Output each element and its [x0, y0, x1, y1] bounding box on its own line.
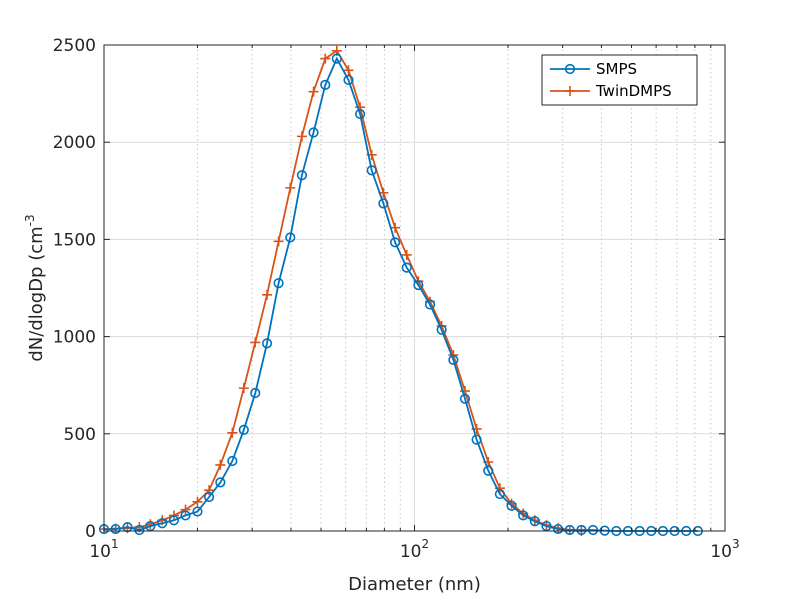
twindmps-point [227, 427, 238, 438]
smps-point [564, 63, 576, 75]
smps-point [436, 324, 447, 335]
smps-point [238, 424, 249, 436]
x-axis-label: Diameter (nm) [348, 574, 481, 595]
twindmps-point [401, 249, 412, 260]
twindmps-point [204, 485, 215, 496]
smps-point [308, 127, 319, 138]
x-axis-title: Diameter (nm) [348, 574, 481, 595]
twindmps-point [192, 496, 203, 507]
smps-point [285, 232, 296, 243]
twindmps-point [238, 383, 249, 394]
smps-point [261, 338, 273, 349]
smps-point [215, 477, 226, 488]
smps-point [168, 515, 180, 526]
y-tick-label: 2500 [53, 36, 96, 56]
smps-point [401, 262, 412, 273]
smps-point [273, 278, 284, 289]
twindmps-point [215, 459, 226, 470]
y-axis-label-superscript: -3 [23, 214, 37, 226]
smps-point [483, 465, 494, 476]
smps-point [157, 518, 168, 529]
x-tick-label: 103 [710, 537, 739, 562]
smps-point [413, 279, 424, 291]
x-tick-label: 101 [89, 537, 118, 562]
smps-point [448, 354, 459, 366]
smps-point [366, 165, 377, 176]
smps-point [494, 488, 506, 500]
twindmps-point [343, 65, 354, 76]
smps-point [518, 510, 529, 521]
y-tick-label: 500 [64, 425, 96, 445]
twindmps-point [308, 86, 319, 97]
twindmps-point [262, 289, 273, 300]
smps-point [506, 500, 517, 511]
legend: SMPS TwinDMPS [541, 54, 698, 106]
twindmps-point [296, 131, 307, 142]
twindmps-point [320, 53, 331, 64]
smps-point [192, 506, 203, 517]
smps-point [145, 521, 156, 532]
twindmps-point [355, 102, 366, 113]
y-axis-label: dN/dlogDp (cm-3 [23, 214, 47, 361]
y-tick-label: 1000 [53, 328, 96, 348]
smps-point [378, 198, 389, 209]
smps-point [587, 524, 599, 536]
y-axis-label-main: dN/dlogDp (cm [26, 226, 47, 361]
plot-series [98, 45, 703, 537]
twindmps-point [565, 86, 575, 96]
smps-point [180, 510, 191, 521]
smps-point [296, 170, 308, 181]
smps-point [541, 521, 552, 532]
smps-point [576, 524, 587, 536]
twindmps-line [103, 49, 582, 532]
twindmps-point [250, 337, 261, 348]
smps-point [459, 393, 471, 404]
twindmps-series [99, 45, 587, 536]
smps-point [424, 299, 436, 310]
smps-point [110, 523, 121, 535]
smps-point [331, 53, 342, 64]
smps-point [564, 524, 575, 536]
smps-point [227, 455, 238, 467]
axis-ticks: 0 500 1000 1500 2000 2500 101 102 103 [53, 36, 740, 562]
legend-twindmps-label: TwinDMPS [595, 82, 672, 100]
smps-point [471, 434, 482, 445]
twindmps-point [180, 504, 191, 515]
legend-smps-label: SMPS [596, 60, 637, 78]
smps-point [529, 516, 540, 527]
twindmps-point [390, 222, 401, 233]
smps-point [354, 108, 366, 120]
smps-point [343, 74, 354, 86]
y-tick-label: 0 [85, 522, 96, 542]
smps-series [98, 53, 703, 537]
y-tick-label: 2000 [53, 133, 96, 153]
smps-point [250, 387, 261, 399]
smps-line [104, 56, 698, 532]
smps-point [389, 237, 401, 248]
twindmps-point [273, 236, 284, 247]
legend-box [541, 54, 698, 106]
smps-point [134, 524, 145, 536]
x-tick-label: 102 [400, 537, 429, 562]
smps-point [203, 491, 215, 503]
smps-point [320, 79, 331, 90]
y-tick-label: 1500 [53, 230, 96, 250]
twindmps-point [285, 182, 296, 193]
